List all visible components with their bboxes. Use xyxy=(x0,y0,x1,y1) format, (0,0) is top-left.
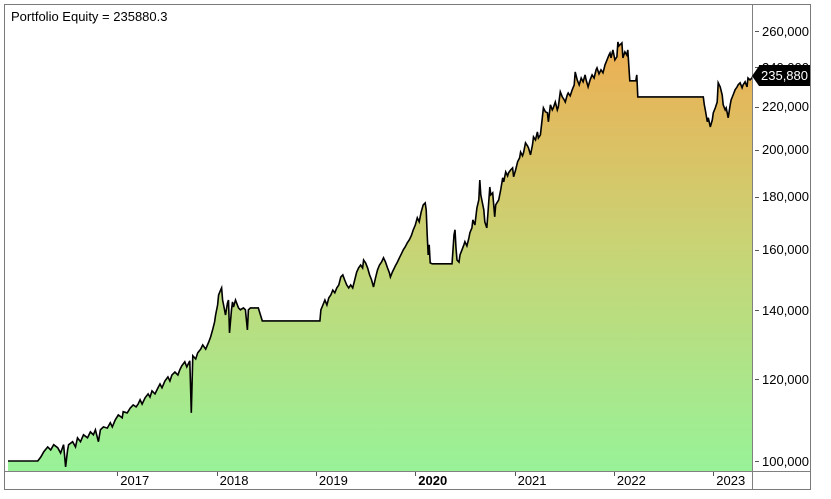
x-tick-mark xyxy=(117,472,119,476)
equity-area-fill xyxy=(8,41,752,471)
plot-area[interactable]: Portfolio Equity = 235880.3 xyxy=(5,5,752,471)
y-axis: 100,000 120,000 140,000 160,000 180,000 200,0… xyxy=(752,5,810,489)
y-tick-mark xyxy=(755,461,759,463)
y-tick-mark xyxy=(755,31,759,33)
y-tick-mark xyxy=(755,149,759,151)
y-tick-label: 220,000 xyxy=(762,99,809,115)
y-tick-mark xyxy=(755,310,759,311)
chart-window: Portfolio Equity = 235880.3 100,000 120,0… xyxy=(4,4,811,490)
x-axis: 2017 2018 2019 2020 2021 2022 2023 xyxy=(5,471,810,489)
x-tick-mark xyxy=(713,472,715,476)
x-tick-mark xyxy=(315,472,317,476)
x-tick-label: 2021 xyxy=(517,473,547,488)
last-value-badge: 235,880 xyxy=(752,65,810,87)
equity-line xyxy=(8,41,752,467)
badge-arrow-icon xyxy=(752,65,759,86)
y-tick-label: 180,000 xyxy=(762,189,809,205)
y-tick-mark xyxy=(755,106,759,108)
y-tick-label: 160,000 xyxy=(762,242,809,258)
y-tick-label: 120,000 xyxy=(762,371,809,387)
y-tick-label: 100,000 xyxy=(762,453,809,469)
x-tick-label: 2018 xyxy=(219,473,249,488)
x-tick-label: 2017 xyxy=(120,473,150,488)
y-tick-label: 200,000 xyxy=(762,142,809,157)
y-tick-label: 260,000 xyxy=(762,23,809,39)
y-tick-mark xyxy=(755,249,759,251)
x-tick-mark xyxy=(415,472,417,476)
y-tick-mark xyxy=(755,379,759,381)
x-tick-label: 2019 xyxy=(318,473,348,488)
y-tick-label: 140,000 xyxy=(762,302,809,318)
x-tick-label: 2022 xyxy=(616,473,646,488)
chart-title-label: Portfolio Equity = 235880.3 xyxy=(11,9,168,24)
y-tick-mark xyxy=(755,196,759,198)
x-tick-label: 2023 xyxy=(716,473,746,488)
x-tick-mark xyxy=(216,472,218,476)
x-tick-mark xyxy=(613,472,615,476)
x-tick-label: 2020 xyxy=(418,473,448,488)
badge-value-label: 235,880 xyxy=(759,65,810,87)
equity-curve-svg xyxy=(8,41,752,471)
x-tick-mark xyxy=(514,472,516,476)
